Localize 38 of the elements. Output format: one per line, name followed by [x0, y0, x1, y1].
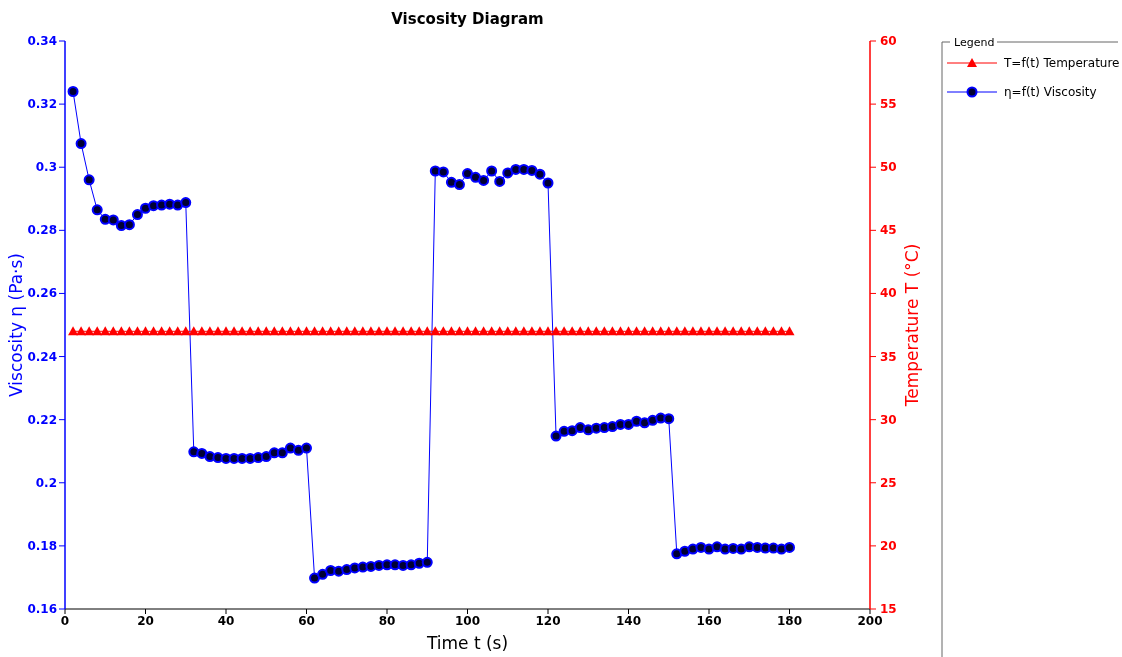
y2-tick-label: 55	[880, 97, 897, 112]
y-tick-label: 0.18	[27, 538, 57, 553]
legend-title: Legend	[954, 36, 995, 49]
y-tick-label: 0.34	[27, 34, 57, 48]
x-tick-label: 180	[776, 614, 803, 628]
y-tick-label: 0.26	[27, 286, 57, 301]
legend-label: η=f(t) Viscosity	[1004, 85, 1097, 99]
y2-tick-label: 45	[880, 223, 897, 238]
y2-tick-label: 20	[880, 538, 897, 553]
y-axis-title: Viscosity η (Pa·s)	[6, 253, 26, 397]
x-tick-label: 20	[137, 614, 154, 628]
y-tick-label: 0.16	[27, 602, 57, 616]
chart-title: Viscosity Diagram	[391, 10, 544, 28]
x-tick-label: 120	[535, 614, 561, 628]
y2-tick-label: 30	[880, 412, 897, 427]
x-tick-label: 60	[298, 614, 315, 628]
y2-tick-label: 60	[880, 34, 897, 48]
x-tick-label: 80	[378, 614, 396, 628]
y2-tick-label: 40	[880, 286, 897, 301]
y-tick-label: 0.32	[27, 97, 57, 112]
y2-tick-label: 25	[880, 475, 897, 490]
y2-tick-label: 50	[880, 160, 897, 175]
x-tick-label: 160	[696, 614, 722, 628]
y-tick-label: 0.28	[27, 223, 57, 238]
x-tick-label: 0	[60, 614, 70, 628]
y2-tick-label: 15	[880, 602, 897, 616]
x-tick-label: 40	[217, 614, 235, 628]
legend-label: T=f(t) Temperature	[1003, 56, 1120, 70]
x-axis-title: Time t (s)	[425, 633, 509, 653]
y-tick-label: 0.3	[35, 160, 57, 175]
x-tick-label: 140	[615, 614, 642, 628]
y-tick-label: 0.2	[35, 475, 57, 490]
y-tick-label: 0.24	[27, 349, 57, 364]
x-tick-label: 200	[857, 614, 883, 628]
y2-tick-label: 35	[880, 349, 897, 364]
x-tick-label: 100	[454, 614, 481, 628]
y-tick-label: 0.22	[27, 412, 57, 427]
y2-axis-title: Temperature T (°C)	[902, 243, 922, 408]
